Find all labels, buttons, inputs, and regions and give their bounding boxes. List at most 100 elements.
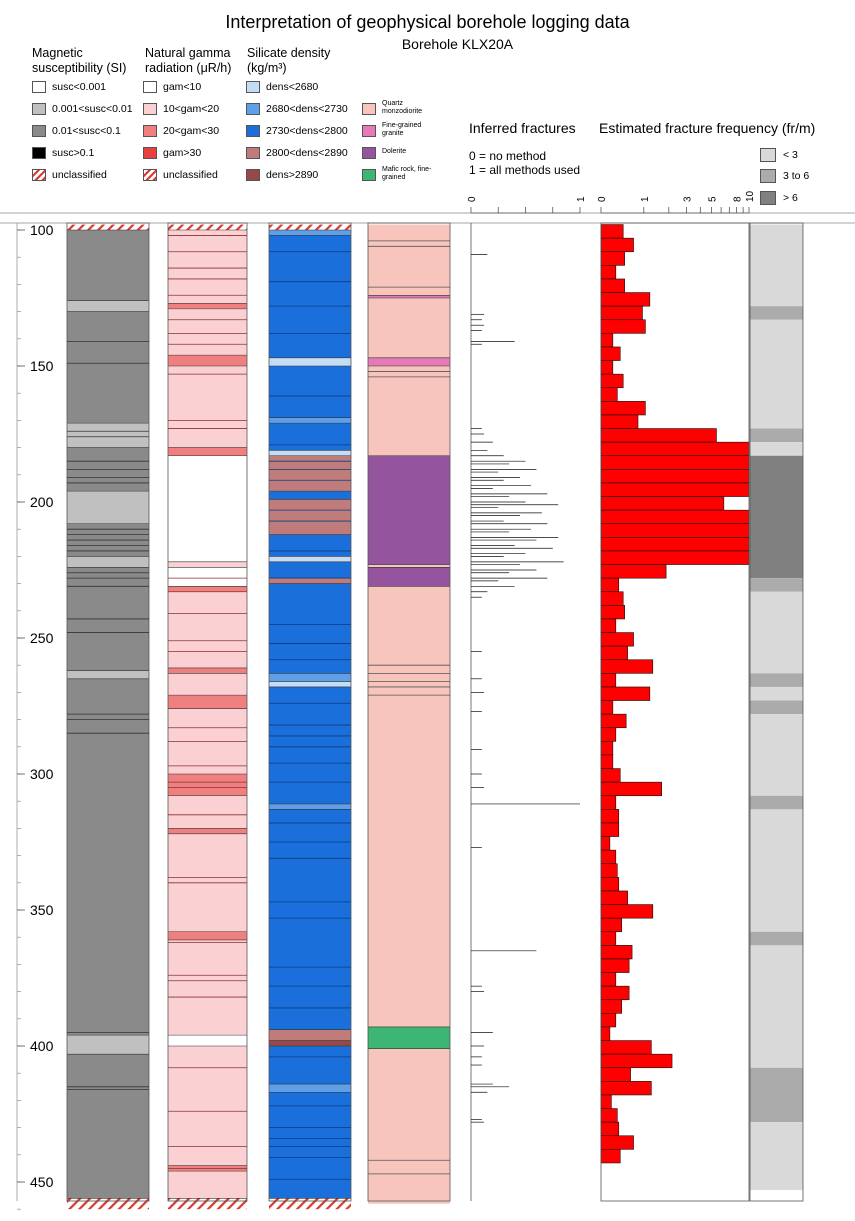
frequency-bar <box>600 278 625 293</box>
frequency-tick-label: 3 <box>683 196 694 202</box>
legend-susceptibility-heading: Magnetic susceptibility (SI) <box>32 46 127 75</box>
density-interval <box>269 809 351 1030</box>
depth-label: 100 <box>30 222 54 238</box>
legend-label: gam>30 <box>163 147 202 159</box>
frequency-bar <box>600 414 639 429</box>
density-interval <box>269 1092 351 1199</box>
depth-axis: 100 150 200 250 300 350 400 450 <box>16 222 54 1210</box>
rock-interval <box>368 295 450 298</box>
frequency-class-interval <box>750 442 803 456</box>
frequency-bar <box>600 1040 652 1055</box>
density-interval <box>269 561 351 579</box>
frequency-bar <box>600 945 633 960</box>
gamma-interval <box>168 447 247 456</box>
frequency-bar <box>600 1121 620 1137</box>
frequency-class-interval <box>750 686 803 701</box>
frequency-bar <box>600 1026 611 1041</box>
fractures-tick-label: 1 <box>576 196 587 202</box>
density-interval <box>269 455 351 492</box>
susceptibility-interval <box>67 300 149 312</box>
frequency-bar <box>600 523 750 538</box>
legend-swatch <box>32 169 46 181</box>
legend-swatch <box>362 169 376 181</box>
frequency-bar <box>600 509 750 525</box>
frequency-bar <box>600 863 618 878</box>
legend-label: 0.001<susc<0.01 <box>52 103 133 115</box>
legend-label: 2730<dens<2800 <box>266 125 348 137</box>
rock-interval <box>368 586 450 1027</box>
frequency-bar <box>600 809 620 824</box>
depth-label: 150 <box>30 358 54 374</box>
density-interval <box>269 230 351 236</box>
frequency-class-interval <box>750 700 803 715</box>
rock-interval <box>368 455 450 565</box>
legend-swatch <box>362 125 376 137</box>
gamma-interval <box>168 939 247 1036</box>
frequency-bar <box>600 713 627 729</box>
density-interval <box>269 499 351 535</box>
rock-interval <box>368 298 450 358</box>
chart-subtitle: Borehole KLX20A <box>401 36 514 52</box>
frequency-bar <box>600 645 628 661</box>
frequency-heading: Estimated fracture frequency (fr/m) <box>599 120 816 136</box>
frequency-bar <box>600 428 717 443</box>
depth-label: 400 <box>30 1038 54 1054</box>
susceptibility-interval <box>67 311 149 424</box>
frequency-bar <box>600 224 624 239</box>
frequency-bar <box>600 632 634 647</box>
frequency-bar <box>600 686 651 701</box>
gamma-interval <box>168 567 247 587</box>
legend-swatch <box>362 103 376 115</box>
legend-label: dens>2890 <box>266 169 319 181</box>
frequency-bar <box>600 1053 673 1069</box>
frequency-bar <box>600 346 621 361</box>
frequency-bar <box>600 237 634 253</box>
depth-label: 200 <box>30 494 54 510</box>
legend-swatch <box>143 103 157 115</box>
frequency-bar <box>600 917 623 933</box>
density-interval <box>269 803 351 810</box>
legend-label: Quartz monzodiorite <box>382 100 423 115</box>
legend-swatch <box>760 148 776 162</box>
susceptibility-interval <box>67 678 149 1036</box>
frequency-bar <box>600 387 618 402</box>
density-interval <box>269 1040 351 1046</box>
gamma-interval <box>168 931 247 940</box>
frequency-bar <box>600 455 750 470</box>
susceptibility-interval <box>67 1035 149 1055</box>
frequency-class-interval <box>750 1122 803 1191</box>
legend-swatch <box>246 103 260 115</box>
rock-interval <box>368 1048 450 1204</box>
gamma-interval <box>168 1198 247 1210</box>
gamma-interval <box>168 591 247 668</box>
density-interval <box>269 673 351 682</box>
frequency-class-interval <box>750 591 803 674</box>
gamma-interval <box>168 774 247 796</box>
frequency-tick-label: 10 <box>745 190 756 202</box>
density-interval <box>269 417 351 424</box>
gamma-interval <box>168 230 247 304</box>
frequency-bar <box>600 319 646 334</box>
legend-swatch <box>143 81 157 93</box>
frequency-class-column <box>749 222 804 1210</box>
frequency-bar <box>600 849 617 865</box>
frequency-bar <box>600 537 750 552</box>
legend-swatch <box>32 81 46 93</box>
susceptibility-interval <box>67 1198 149 1210</box>
density-interval <box>269 686 351 804</box>
frequency-bar <box>600 577 620 593</box>
legend-swatch <box>362 147 376 159</box>
frequency-bar <box>600 754 614 769</box>
frequency-class-interval <box>750 673 803 687</box>
legend-label: 0.01<susc<0.1 <box>52 125 121 137</box>
frequency-bar <box>600 360 614 375</box>
density-interval <box>269 366 351 418</box>
frequency-bar <box>600 931 617 946</box>
frequency-bar <box>600 673 617 688</box>
frequency-bar <box>600 469 750 484</box>
frequency-class-interval <box>750 945 803 1068</box>
gamma-interval <box>168 667 247 674</box>
frequency-column: 0 1 3 5 8 10 <box>597 190 756 1202</box>
rock-interval <box>368 366 450 456</box>
